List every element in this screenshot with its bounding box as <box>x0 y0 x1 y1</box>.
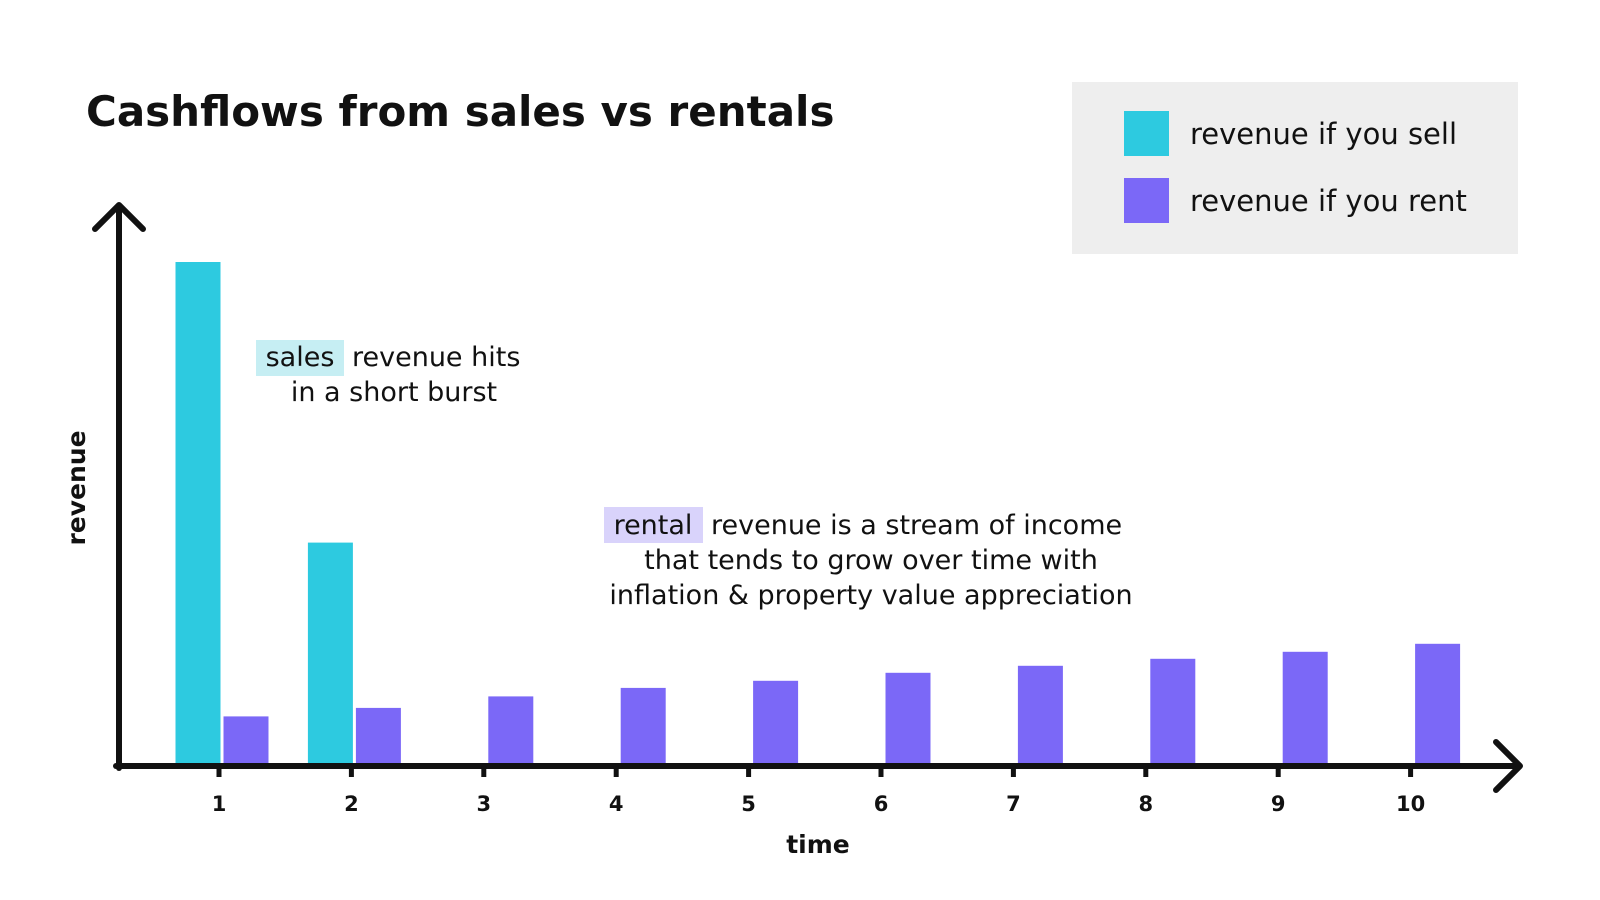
sales-highlight <box>256 340 344 376</box>
x-tick-label-3: 3 <box>476 792 491 816</box>
x-tick-label-4: 4 <box>609 792 624 816</box>
bar-rent-9 <box>1282 651 1328 763</box>
annotation-rental: rental revenue is a stream of income tha… <box>604 507 1133 611</box>
x-tick-label-5: 5 <box>741 792 756 816</box>
sales-highlight-word: sales <box>266 342 335 373</box>
rental-annotation-line-1: revenue is a stream of income <box>711 510 1122 541</box>
x-tick-label-7: 7 <box>1006 792 1021 816</box>
legend-label-rent: revenue if you rent <box>1190 184 1467 218</box>
x-axis-label: time <box>786 830 850 859</box>
x-tick-label-10: 10 <box>1396 792 1425 816</box>
x-tick-label-8: 8 <box>1138 792 1153 816</box>
y-axis-label: revenue <box>62 430 91 545</box>
x-axis-arrow <box>1493 739 1523 793</box>
legend-swatch-sell <box>1124 111 1169 156</box>
legend: revenue if you sell revenue if you rent <box>1072 82 1518 254</box>
bar-rent-1 <box>223 716 269 763</box>
sales-annotation-line-1: revenue hits <box>352 342 520 373</box>
rental-highlight <box>604 507 703 543</box>
bar-rent-5 <box>753 680 799 763</box>
rental-annotation-line-2: that tends to grow over time with <box>644 545 1098 576</box>
x-tick-label-9: 9 <box>1271 792 1286 816</box>
annotation-sales: sales revenue hits in a short burst <box>256 340 520 408</box>
bar-rent-10 <box>1415 643 1461 763</box>
legend-label-sell: revenue if you sell <box>1190 117 1457 151</box>
x-ticks: 1 2 3 4 5 6 7 8 9 10 <box>212 766 1425 816</box>
bar-rent-2 <box>355 707 401 763</box>
bar-rent-8 <box>1150 658 1196 763</box>
bar-sell-1 <box>175 262 221 763</box>
bar-rent-3 <box>488 696 534 763</box>
rental-annotation-line-3: inflation & property value appreciation <box>609 580 1132 611</box>
bar-sell-2 <box>307 542 353 763</box>
bars <box>175 262 1461 763</box>
sales-annotation-line-2: in a short burst <box>291 377 497 408</box>
x-tick-label-6: 6 <box>874 792 889 816</box>
x-tick-label-2: 2 <box>344 792 359 816</box>
legend-background <box>1072 82 1518 254</box>
legend-swatch-rent <box>1124 178 1169 223</box>
bar-rent-6 <box>885 672 931 763</box>
y-axis-arrow <box>92 202 146 232</box>
bar-rent-7 <box>1017 665 1063 763</box>
rental-highlight-word: rental <box>614 510 693 541</box>
x-tick-label-1: 1 <box>212 792 227 816</box>
chart-title: Cashflows from sales vs rentals <box>86 87 834 136</box>
bar-rent-4 <box>620 687 666 763</box>
